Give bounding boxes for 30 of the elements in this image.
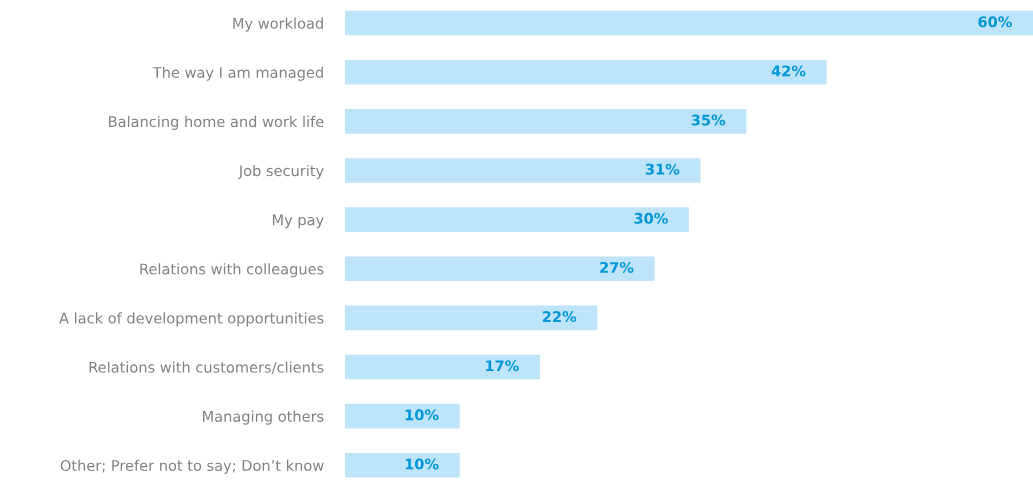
data-label: 17% <box>486 360 519 372</box>
y-tick-label: Managing others <box>203 410 324 425</box>
data-label: 27% <box>600 261 634 273</box>
data-label: 22% <box>542 311 577 323</box>
bar <box>345 403 460 429</box>
y-tick-label: Relations with colleagues <box>140 263 324 278</box>
data-label: 35% <box>691 114 726 126</box>
bar <box>345 59 827 85</box>
y-tick-label: Job security <box>238 164 324 180</box>
y-tick-label: Relations with customers/clients <box>89 361 324 374</box>
data-label: 30% <box>634 212 668 224</box>
data-label: 31% <box>645 163 680 175</box>
y-tick-label: My pay <box>272 214 324 229</box>
data-label: 42% <box>771 65 806 77</box>
bar <box>345 109 747 134</box>
y-tick-label: My workload <box>233 17 323 32</box>
bar <box>345 207 690 232</box>
bar <box>345 158 701 183</box>
data-label: 60% <box>978 16 1012 28</box>
data-label: 10% <box>405 409 439 421</box>
y-tick-label: The way I am managed <box>152 66 323 81</box>
y-tick-label: A lack of development opportunities <box>59 312 324 327</box>
bar <box>345 256 655 282</box>
bar <box>345 305 598 331</box>
data-label: 10% <box>405 458 439 470</box>
bar <box>345 10 1033 36</box>
y-tick-label: Balancing home and work life <box>109 115 324 130</box>
bar <box>345 354 540 380</box>
bar <box>345 452 460 478</box>
y-tick-label: Other; Prefer not to say; Don’t know <box>60 459 324 474</box>
